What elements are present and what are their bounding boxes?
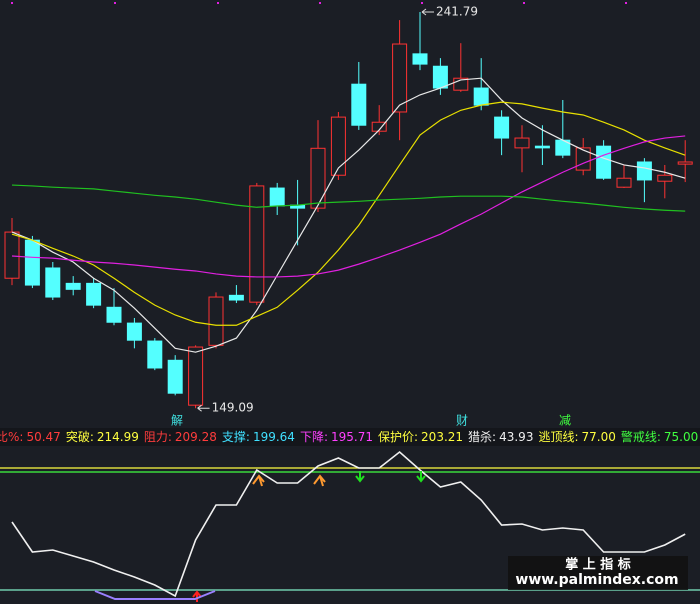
candle-body	[473, 87, 489, 106]
indicator-value: 75.00	[664, 430, 698, 444]
candle-body	[310, 147, 326, 209]
candle-body	[4, 231, 20, 279]
candle-body	[657, 174, 673, 182]
candle-body	[575, 147, 591, 171]
indicator-value: 195.71	[331, 430, 373, 444]
candle-body	[514, 137, 530, 149]
indicator-label: 阻力:	[144, 430, 172, 444]
watermark: 掌 上 指 标 www.palmindex.com	[508, 556, 688, 590]
indicator-label: 下降:	[300, 430, 328, 444]
indicator-label: 比%:	[0, 430, 23, 444]
annotation-arrow	[197, 404, 210, 412]
candle-body	[412, 53, 428, 65]
indicator-value: 214.99	[97, 430, 139, 444]
indicator-item: 逃顶线: 77.00	[538, 430, 615, 444]
indicator-label: 警戒线:	[621, 429, 661, 444]
watermark-url: www.palmindex.com	[515, 572, 678, 588]
candle-body	[167, 359, 183, 394]
indicator-item: 警戒线: 75.00	[621, 429, 698, 444]
indicator-label: 支撑:	[222, 429, 250, 444]
candle-body	[534, 145, 550, 149]
indicator-bar: 比%: 50.47 突破: 214.99 阻力: 209.28 支撑: 199.64 下降: 19…	[0, 428, 700, 446]
candle-body	[208, 296, 224, 346]
candle-body	[677, 161, 693, 165]
indicator-item: 比%: 50.47	[0, 430, 61, 444]
candle-body	[432, 65, 448, 89]
indicator-item: 阻力: 209.28	[144, 430, 217, 444]
indicator-item: 支撑: 199.64	[222, 429, 295, 444]
candle-body	[228, 294, 244, 301]
indicator-value: 43.93	[499, 430, 533, 444]
hunt-line	[11, 450, 686, 598]
annotation-label: 241.79	[436, 5, 478, 19]
indicator-item: 猎杀: 43.93	[468, 429, 533, 444]
candle-body	[86, 282, 102, 306]
average-line	[11, 184, 686, 212]
candle-body	[616, 177, 632, 188]
average-line	[11, 135, 686, 278]
candle-body	[249, 185, 265, 303]
signal-icons	[94, 471, 426, 602]
candle-body	[636, 161, 652, 181]
indicator-item: 突破: 214.99	[66, 429, 139, 444]
indicator-label: 猎杀:	[468, 429, 496, 444]
indicator-value: 77.00	[582, 430, 616, 444]
price-panel: 241.79 149.09 解 财 减	[4, 5, 693, 428]
indicator-item: 保护价: 203.21	[378, 430, 463, 444]
bar-background	[0, 428, 700, 446]
candle-body	[24, 239, 40, 286]
candle-body	[147, 340, 163, 369]
average-line	[11, 77, 686, 353]
candle-body	[106, 306, 122, 323]
indicator-label: 突破:	[66, 429, 94, 444]
signal-label: 减	[559, 414, 571, 428]
candle-body	[126, 322, 142, 341]
signal-label: 解	[171, 414, 183, 428]
watermark-title: 掌 上 指 标	[565, 557, 631, 573]
candle-body	[351, 83, 367, 126]
indicator-value: 199.64	[253, 430, 295, 444]
candle-body	[269, 187, 285, 207]
indicator-label: 保护价:	[378, 430, 418, 444]
candle-body	[596, 145, 612, 179]
annotation-arrow	[421, 8, 434, 16]
candle-body	[392, 43, 408, 113]
signal-label: 财	[456, 414, 468, 428]
indicator-value: 209.28	[175, 430, 217, 444]
candle-body	[453, 77, 469, 91]
candle-body	[65, 282, 81, 290]
candle-body	[330, 116, 346, 176]
indicator-value: 50.47	[26, 430, 60, 444]
candle-body	[371, 121, 387, 132]
candle-body	[188, 346, 204, 406]
average-line	[11, 101, 686, 326]
annotation-label: 149.09	[212, 401, 254, 415]
top-markers	[11, 2, 627, 4]
indicator-item: 下降: 195.71	[300, 430, 373, 444]
candle-body	[45, 267, 61, 298]
candle-body	[494, 116, 510, 139]
indicator-value: 203.21	[421, 430, 463, 444]
indicator-label: 逃顶线:	[538, 430, 578, 444]
